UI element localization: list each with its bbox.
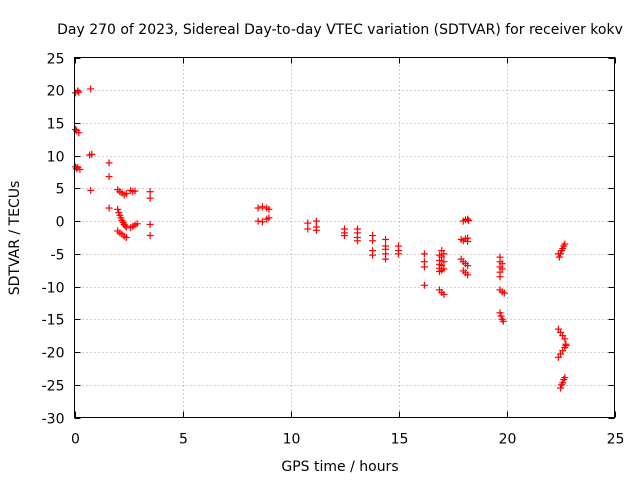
data-point: [105, 159, 113, 167]
data-point: [74, 87, 82, 95]
data-point: [440, 258, 448, 266]
data-point: [121, 222, 129, 230]
x-tick-label: 25: [607, 432, 625, 448]
grid: [74, 57, 615, 418]
data-point: [304, 225, 312, 233]
data-point: [258, 203, 266, 211]
y-tick-label: 10: [47, 150, 65, 166]
y-tick-label: -10: [42, 281, 65, 297]
data-point: [557, 250, 564, 258]
data-point: [497, 312, 505, 320]
data-point: [420, 250, 428, 258]
y-tick-label: -30: [42, 412, 65, 428]
data-points: [72, 85, 570, 392]
data-point: [498, 265, 506, 273]
x-tick-label: 15: [391, 432, 409, 448]
data-point: [440, 250, 448, 258]
data-point: [420, 263, 428, 271]
y-tick-label: 15: [47, 117, 65, 133]
data-point: [341, 232, 348, 240]
data-point: [114, 205, 122, 213]
data-point: [562, 342, 570, 349]
data-point: [146, 188, 154, 196]
data-point: [254, 204, 262, 212]
data-point: [133, 220, 141, 228]
y-tick-label: -20: [42, 346, 65, 362]
data-point: [75, 129, 83, 137]
data-point: [76, 165, 84, 173]
data-point: [395, 250, 402, 258]
chart-title: Day 270 of 2023, Sidereal Day-to-day VTE…: [57, 22, 623, 38]
y-tick-label: 20: [47, 84, 65, 100]
data-point: [496, 309, 504, 317]
data-point: [369, 237, 377, 245]
data-point: [465, 216, 473, 224]
data-point: [258, 218, 266, 226]
data-point: [561, 374, 569, 382]
data-point: [382, 235, 390, 243]
y-tick-label: -15: [42, 313, 65, 329]
data-point: [496, 273, 504, 281]
data-point: [500, 289, 508, 297]
y-tick-label: 5: [56, 182, 65, 198]
axis-ticks: 0 5 10 15 20 25 -30 -25 -20 -15 -10 -5 0 5 10 15 20 25: [42, 52, 625, 448]
data-point: [369, 251, 377, 259]
data-point: [105, 173, 113, 181]
x-tick-label: 5: [179, 432, 188, 448]
y-tick-label: 25: [47, 52, 65, 68]
plot-frame: [74, 57, 615, 418]
data-point: [122, 190, 130, 198]
data-point: [382, 255, 390, 263]
y-tick-label: 0: [56, 215, 65, 231]
data-point: [75, 88, 83, 96]
y-tick-label: -25: [42, 379, 65, 395]
data-point: [555, 253, 563, 261]
x-axis-label: GPS time / hours: [281, 459, 398, 475]
data-point: [131, 187, 139, 195]
data-point: [464, 271, 472, 279]
data-point: [440, 290, 448, 298]
data-point: [557, 384, 564, 392]
y-tick-label: -5: [51, 248, 65, 264]
data-point: [561, 335, 569, 343]
x-tick-label: 0: [71, 432, 80, 448]
data-point: [105, 204, 113, 212]
data-point: [420, 281, 428, 289]
data-point: [254, 217, 262, 225]
data-point: [265, 205, 273, 213]
data-point: [499, 317, 507, 325]
data-point: [72, 126, 80, 133]
x-tick-label: 20: [499, 432, 517, 448]
data-point: [122, 223, 130, 231]
data-point: [312, 226, 320, 234]
data-point: [88, 150, 96, 158]
y-axis-label: SDTVAR / TECUs: [7, 181, 23, 296]
data-point: [464, 215, 472, 223]
data-point: [87, 85, 95, 93]
data-point: [312, 217, 320, 225]
data-point: [122, 234, 130, 241]
data-point: [464, 234, 472, 242]
data-point: [353, 237, 361, 245]
data-point: [440, 265, 448, 273]
data-point: [265, 214, 273, 222]
data-point: [146, 232, 154, 240]
data-point: [304, 219, 312, 227]
data-point: [146, 220, 154, 228]
data-point: [146, 194, 154, 202]
x-tick-label: 10: [283, 432, 301, 448]
data-point: [559, 379, 567, 387]
data-point: [87, 186, 95, 194]
data-point: [561, 240, 569, 248]
data-point: [464, 262, 472, 270]
